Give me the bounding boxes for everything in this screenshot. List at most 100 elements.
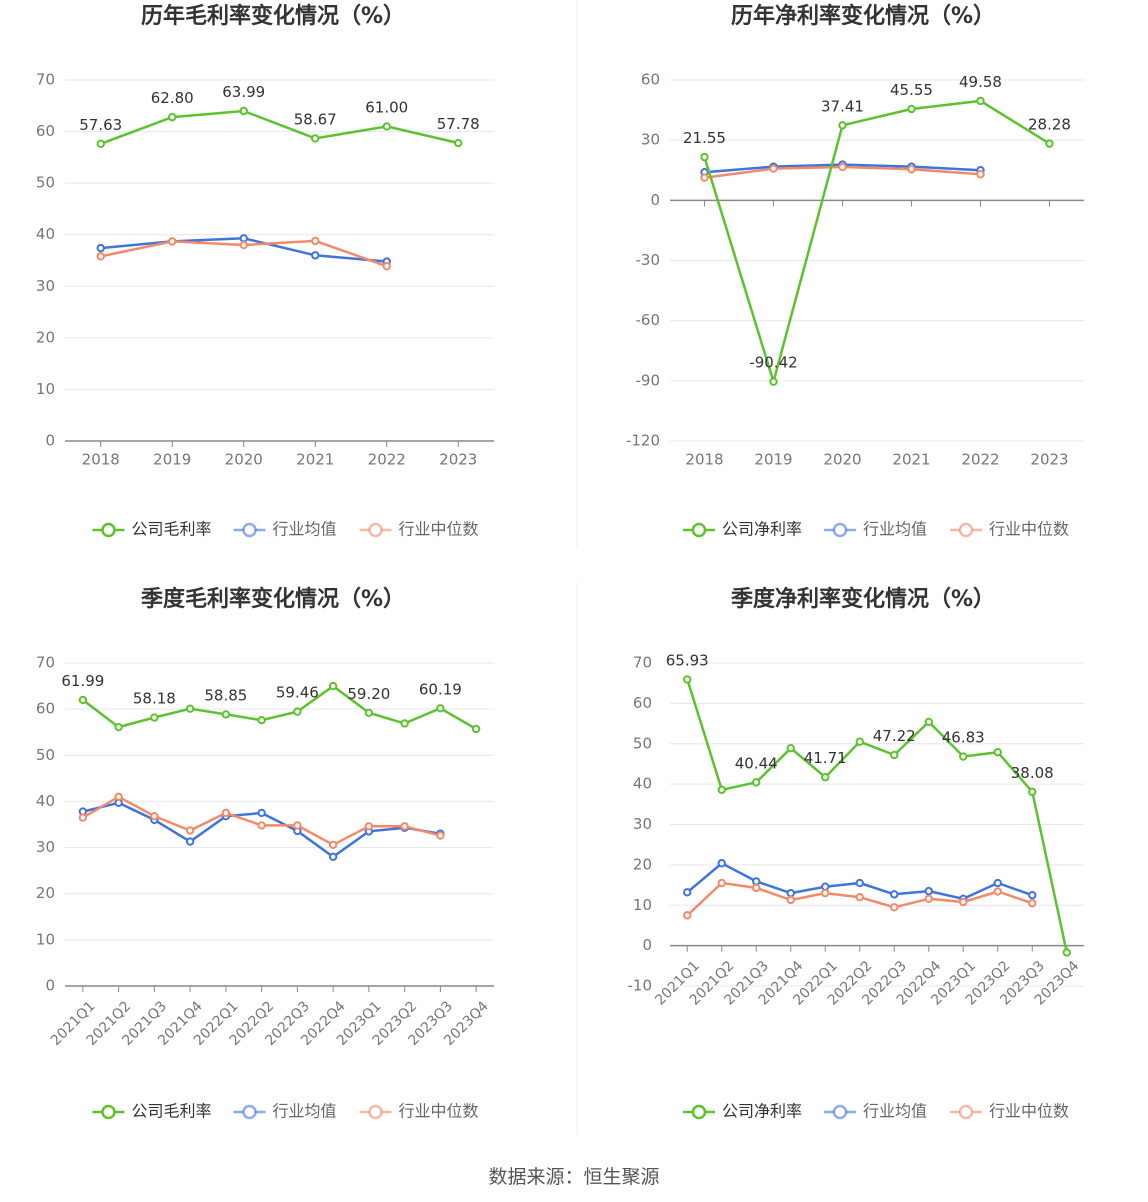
data-point (683, 888, 692, 897)
legend-item-company: 公司净利率 (683, 1102, 802, 1121)
y-tick-label: 0 (45, 977, 55, 995)
y-tick-label: 30 (36, 277, 55, 295)
legend: 公司净利率 行业均值 行业中位数 (683, 520, 1069, 539)
series-avg (78, 798, 445, 861)
y-tick-label: 40 (633, 775, 652, 793)
data-label: 61.99 (61, 672, 104, 690)
data-point (168, 112, 177, 122)
data-point (96, 139, 105, 148)
legend-label: 行业中位数 (989, 520, 1069, 539)
series-avg (96, 234, 391, 266)
data-point (855, 892, 864, 902)
data-point (471, 724, 481, 734)
x-tick-label: 2018 (685, 451, 723, 469)
y-tick-label: 60 (36, 700, 55, 718)
data-point (239, 234, 248, 243)
data-point (993, 748, 1002, 757)
x-tick-label: 2023 (1030, 451, 1068, 469)
data-point (786, 743, 795, 753)
data-label: 59.46 (276, 684, 319, 702)
data-label: 49.58 (959, 73, 1002, 91)
y-tick-label: -30 (636, 251, 661, 269)
y-tick-label: 60 (633, 694, 652, 712)
y-tick-label: 30 (36, 838, 55, 856)
y-tick-label: -10 (628, 977, 653, 995)
x-tick-label: 2023 (439, 451, 477, 469)
chart-3: 季度毛利率变化情况（%）0102030405060702021Q12021Q22… (36, 586, 494, 1121)
data-point (78, 695, 88, 705)
data-label: 46.83 (942, 729, 985, 747)
legend-item-company: 公司毛利率 (92, 520, 212, 539)
series-line (82, 684, 477, 731)
legend-label: 行业均值 (273, 1102, 337, 1121)
data-label: 62.80 (151, 89, 194, 107)
data-point (959, 897, 968, 907)
data-point (96, 252, 105, 261)
y-tick-label: 50 (36, 746, 55, 764)
y-tick-label: 70 (36, 654, 55, 672)
legend-item-avg: 行业均值 (824, 1102, 927, 1121)
data-label: 58.85 (204, 686, 247, 704)
data-point (924, 886, 933, 896)
data-point (838, 121, 847, 130)
legend-item-median: 行业中位数 (359, 1102, 479, 1121)
series-line (686, 679, 1069, 953)
legend-label: 行业均值 (273, 520, 337, 539)
y-tick-label: 60 (641, 71, 660, 89)
y-tick-label: 50 (633, 734, 652, 752)
data-point (717, 859, 726, 868)
data-point (150, 811, 159, 821)
legend-item-company: 公司毛利率 (92, 1102, 212, 1121)
series-line (100, 109, 459, 145)
y-tick-label: -120 (626, 432, 660, 450)
data-point (185, 704, 195, 713)
data-point (150, 713, 159, 722)
legend: 公司净利率 行业均值 行业中位数 (683, 1102, 1069, 1121)
data-label: 57.78 (437, 115, 480, 133)
data-point (752, 778, 761, 787)
data-point (78, 813, 88, 822)
data-point (239, 106, 248, 116)
x-tick-label: 2021 (296, 451, 334, 469)
data-label: 45.55 (890, 81, 933, 99)
data-point (257, 808, 266, 818)
chart-title: 历年毛利率变化情况（%） (141, 3, 405, 29)
chart-1: 历年毛利率变化情况（%） 0 10 20 30 40 50 60 70 2018 2019 2020 2… (36, 3, 494, 539)
data-label: 40.44 (735, 754, 778, 772)
series-company: 21.55 -90.42 37.41 45.55 49.58 28.28 (683, 73, 1071, 386)
y-tick-label: 10 (36, 380, 55, 398)
data-point (114, 792, 123, 802)
data-label: 57.63 (79, 116, 122, 134)
y-tick-label: -60 (636, 311, 661, 329)
data-point (364, 822, 374, 831)
chart-4: 季度净利率变化情况（%）-100102030405060702021Q12021… (628, 586, 1084, 1121)
data-point (821, 882, 830, 891)
legend-swatch-marker (958, 522, 974, 538)
data-point (838, 162, 847, 172)
chart-title: 季度净利率变化情况（%） (731, 586, 995, 612)
data-point (293, 821, 302, 830)
data-point (311, 251, 320, 260)
data-point (454, 138, 463, 148)
data-point (786, 895, 795, 905)
x-tick-label: 2019 (754, 451, 792, 469)
data-point (185, 826, 195, 835)
x-tick-label: 2019 (153, 451, 191, 469)
data-point (328, 681, 338, 691)
data-point (382, 122, 391, 131)
data-point (855, 878, 864, 888)
y-tick-label: -90 (636, 371, 661, 389)
legend-item-median: 行业中位数 (359, 520, 479, 539)
x-tick-label: 2020 (823, 451, 861, 469)
series-median (700, 162, 985, 182)
legend-swatch-marker (242, 1104, 257, 1120)
data-label: 58.18 (133, 690, 176, 708)
legend-swatch-marker (368, 522, 383, 538)
series-median (96, 236, 391, 271)
data-point (890, 890, 899, 899)
chart-title: 季度毛利率变化情况（%） (141, 586, 405, 612)
legend-item-company: 公司净利率 (683, 520, 802, 539)
data-point (96, 243, 105, 253)
data-label: 60.19 (419, 680, 462, 698)
data-point (328, 840, 338, 850)
